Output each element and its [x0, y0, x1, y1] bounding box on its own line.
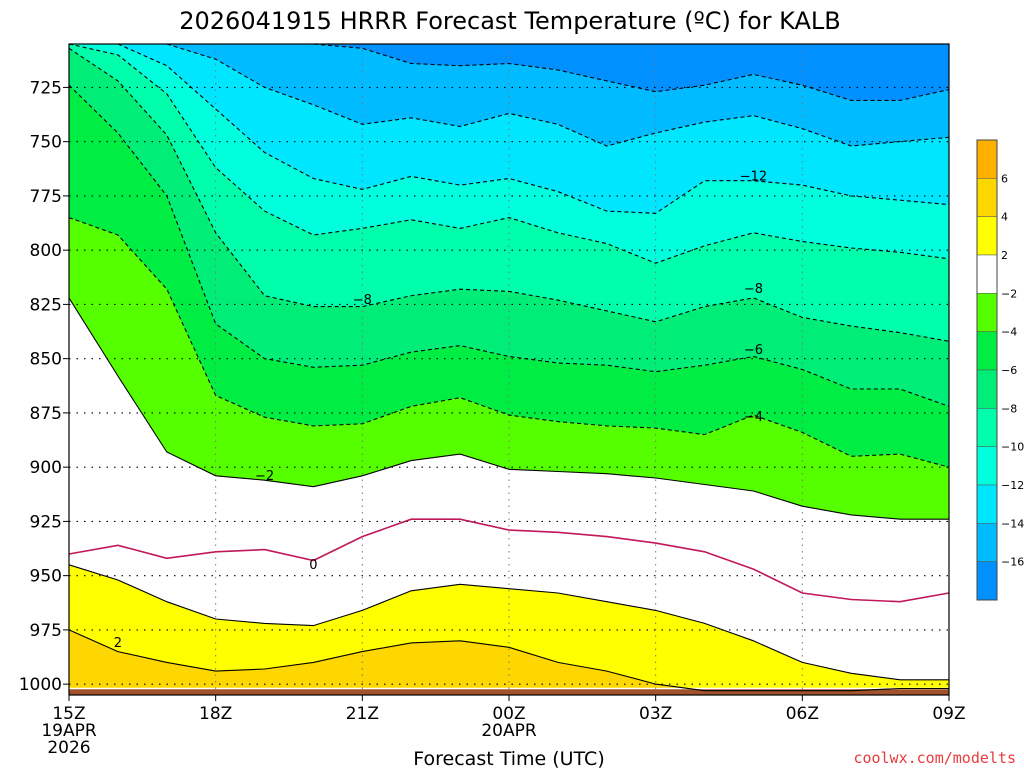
y-tick-label: 825: [30, 295, 62, 315]
x-tick-label: 21Z: [346, 704, 379, 724]
contour-plus4: [68, 629, 949, 692]
y-tick-label: 800: [30, 241, 62, 261]
colorbar-swatch: [976, 408, 998, 447]
contour-label: −4: [744, 410, 763, 425]
y-tick-label: 925: [30, 512, 62, 532]
temperature-fills: [69, 44, 949, 695]
x-axis-label: Forecast Time (UTC): [413, 748, 604, 768]
colorbar: 6 4 2 −2 −4 −6 −8 −10 −12 −14 −16: [976, 139, 1024, 601]
x-tick-label: 09Z: [932, 704, 965, 724]
y-tick-label: 750: [30, 133, 62, 153]
x-tick-label: 19APR: [41, 721, 97, 741]
y-tick-label: 775: [30, 187, 62, 207]
colorbar-frame: [976, 139, 998, 601]
y-tick-label: 975: [30, 621, 62, 641]
colorbar-label: −8: [1001, 402, 1017, 415]
y-tick-label: 900: [30, 458, 62, 478]
y-tick-label: 875: [30, 404, 62, 424]
x-tick-label: 06Z: [786, 704, 819, 724]
colorbar-label: −4: [1001, 326, 1017, 339]
y-tick-label: 850: [30, 350, 62, 370]
contour-minus2: [68, 297, 949, 520]
colorbar-swatch: [976, 139, 998, 179]
contour-minus14: [69, 43, 950, 147]
contour-lines: [68, 43, 950, 692]
colorbar-swatch: [976, 369, 998, 409]
contour-label: −12: [740, 169, 767, 184]
chart-title: 2026041915 HRRR Forecast Temperature (ºC…: [179, 7, 841, 35]
contour-label: −6: [744, 343, 763, 358]
band-minus16-to-minus18: [69, 44, 949, 101]
credit-text: coolwx.com/modelts: [853, 749, 1016, 767]
contour-label: −2: [255, 469, 274, 484]
colorbar-swatch: [976, 216, 998, 256]
colorbar-swatch: [976, 484, 998, 524]
x-tick-label: 2026: [47, 738, 90, 758]
colorbar-label: −16: [1001, 556, 1024, 569]
x-tick-label: 00Z: [492, 704, 525, 724]
colorbar-swatch: [976, 254, 998, 294]
x-tick-label: 03Z: [639, 704, 672, 724]
colorbar-swatch: [976, 561, 998, 601]
y-tick-label: 950: [30, 567, 62, 587]
y-axis-ticks: 725 750 775 800 825 850 875 900 925 950 975 1000: [19, 78, 69, 695]
contour-labels: 2 0 −2 −4 −6 −8 −8 −12: [114, 169, 767, 651]
colorbar-label: −12: [1001, 479, 1024, 492]
contour-minus4: [68, 217, 950, 468]
colorbar-label: −14: [1001, 517, 1024, 530]
colorbar-label: 4: [1001, 211, 1008, 224]
contour-plus2: [68, 564, 949, 681]
contour-label: 0: [309, 558, 317, 573]
colorbar-swatch: [976, 523, 998, 562]
contour-minus6: [68, 84, 950, 407]
colorbar-label: −10: [1001, 441, 1024, 454]
contour-label: −8: [744, 282, 763, 297]
y-tick-label: 1000: [19, 675, 62, 695]
colorbar-swatch: [976, 331, 998, 371]
contour-label: −8: [353, 293, 372, 308]
colorbar-swatch: [976, 178, 998, 217]
contour-zero: [68, 518, 950, 603]
y-tick-label: 725: [30, 78, 62, 98]
colorbar-label: 2: [1001, 249, 1008, 262]
x-tick-label: 15Z: [52, 704, 85, 724]
colorbar-swatch: [976, 293, 998, 332]
colorbar-label: 6: [1001, 172, 1008, 185]
x-tick-label: 18Z: [199, 704, 232, 724]
colorbar-label: −2: [1001, 287, 1017, 300]
surface-ground-rect: [69, 688, 949, 695]
contour-minus10: [68, 43, 950, 264]
colorbar-label: −6: [1001, 364, 1017, 377]
x-tick-label: 20APR: [481, 721, 537, 741]
contour-minus8: [68, 47, 950, 342]
colorbar-swatch: [976, 446, 998, 486]
contour-label: 2: [114, 636, 122, 651]
contour-minus16: [69, 43, 950, 101]
